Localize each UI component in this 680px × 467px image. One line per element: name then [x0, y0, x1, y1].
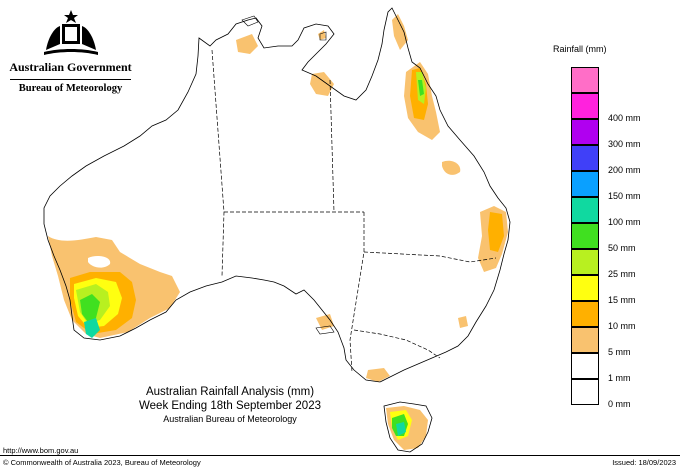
- coat-of-arms-icon: [43, 10, 98, 55]
- legend-swatch: [571, 67, 599, 93]
- legend-swatch: [571, 197, 599, 223]
- map-period: Week Ending 18th September 2023: [139, 400, 321, 412]
- rain-area-sw-25-50: [80, 294, 100, 322]
- map-title: Australian Rainfall Analysis (mm): [145, 386, 315, 398]
- rain-area-inner-dry: [88, 256, 111, 268]
- groote-eylandt: [319, 31, 327, 41]
- map-caption: Australian Rainfall Analysis (mm) Week E…: [110, 386, 350, 424]
- website-link[interactable]: http://www.bom.gov.au: [3, 446, 79, 455]
- legend-swatch: [571, 171, 599, 197]
- legend-swatch: [571, 119, 599, 145]
- legend-label: 400 mm: [608, 113, 641, 123]
- legend-label: 1 mm: [608, 373, 631, 383]
- legend-label: 150 mm: [608, 191, 641, 201]
- legend-swatch: [571, 145, 599, 171]
- tasmania-coastline: [383, 401, 433, 453]
- rain-area-top-end: [236, 34, 258, 54]
- legend-swatch: [571, 275, 599, 301]
- australia-coastline: [43, 7, 511, 383]
- border-sa-qld-nsw: [349, 212, 365, 373]
- rain-area-gulf: [310, 72, 334, 96]
- legend-label: 100 mm: [608, 217, 641, 227]
- copyright-notice: © Commonwealth of Australia 2023, Bureau…: [3, 458, 201, 467]
- melville-island: [241, 15, 259, 27]
- border-qld-nsw: [363, 251, 497, 263]
- kangaroo-island: [315, 325, 335, 335]
- legend-label: 5 mm: [608, 347, 631, 357]
- legend-swatch: [571, 327, 599, 353]
- legend-label: 200 mm: [608, 165, 641, 175]
- border-nt-qld: [329, 79, 335, 213]
- legend-swatch: [571, 353, 599, 379]
- border-nsw-vic: [353, 329, 441, 359]
- legend-swatch: [571, 93, 599, 119]
- legend-swatch: [571, 249, 599, 275]
- rain-area-north-qld-25-50: [418, 80, 424, 96]
- footer-divider: [0, 455, 680, 456]
- border-wa-nt: [211, 49, 225, 277]
- rain-area-nsw-south: [458, 316, 468, 328]
- legend-swatch: [571, 223, 599, 249]
- rain-area-arnhem: [318, 30, 326, 40]
- state-borders: [211, 49, 497, 373]
- legend-label: 25 mm: [608, 269, 636, 279]
- rainfall-shading: [48, 14, 508, 450]
- legend-label: 50 mm: [608, 243, 636, 253]
- map-source: Australian Bureau of Meteorology: [163, 414, 297, 424]
- rain-area-sw-vic: [366, 368, 390, 382]
- legend-label: 0 mm: [608, 399, 631, 409]
- legend-label: 300 mm: [608, 139, 641, 149]
- rain-area-mackay: [442, 160, 461, 175]
- legend-label: 15 mm: [608, 295, 636, 305]
- bureau-name: Bureau of Meteorology: [18, 83, 123, 94]
- legend-swatch: [571, 379, 599, 405]
- rain-area-sw-50-100: [84, 318, 100, 338]
- legend-swatch: [571, 301, 599, 327]
- logo-divider: [10, 79, 131, 80]
- legend-title: Rainfall (mm): [553, 44, 607, 54]
- government-name: Australian Government: [9, 60, 132, 74]
- legend-label: 10 mm: [608, 321, 636, 331]
- issued-date: Issued: 18/09/2023: [612, 458, 676, 467]
- government-logo: Australian Government Bureau of Meteorol…: [8, 8, 133, 94]
- rain-area-cape-york: [392, 14, 408, 50]
- rain-area-se-qld-5-10: [488, 212, 504, 252]
- rain-area-tasmania-50-100: [396, 422, 406, 436]
